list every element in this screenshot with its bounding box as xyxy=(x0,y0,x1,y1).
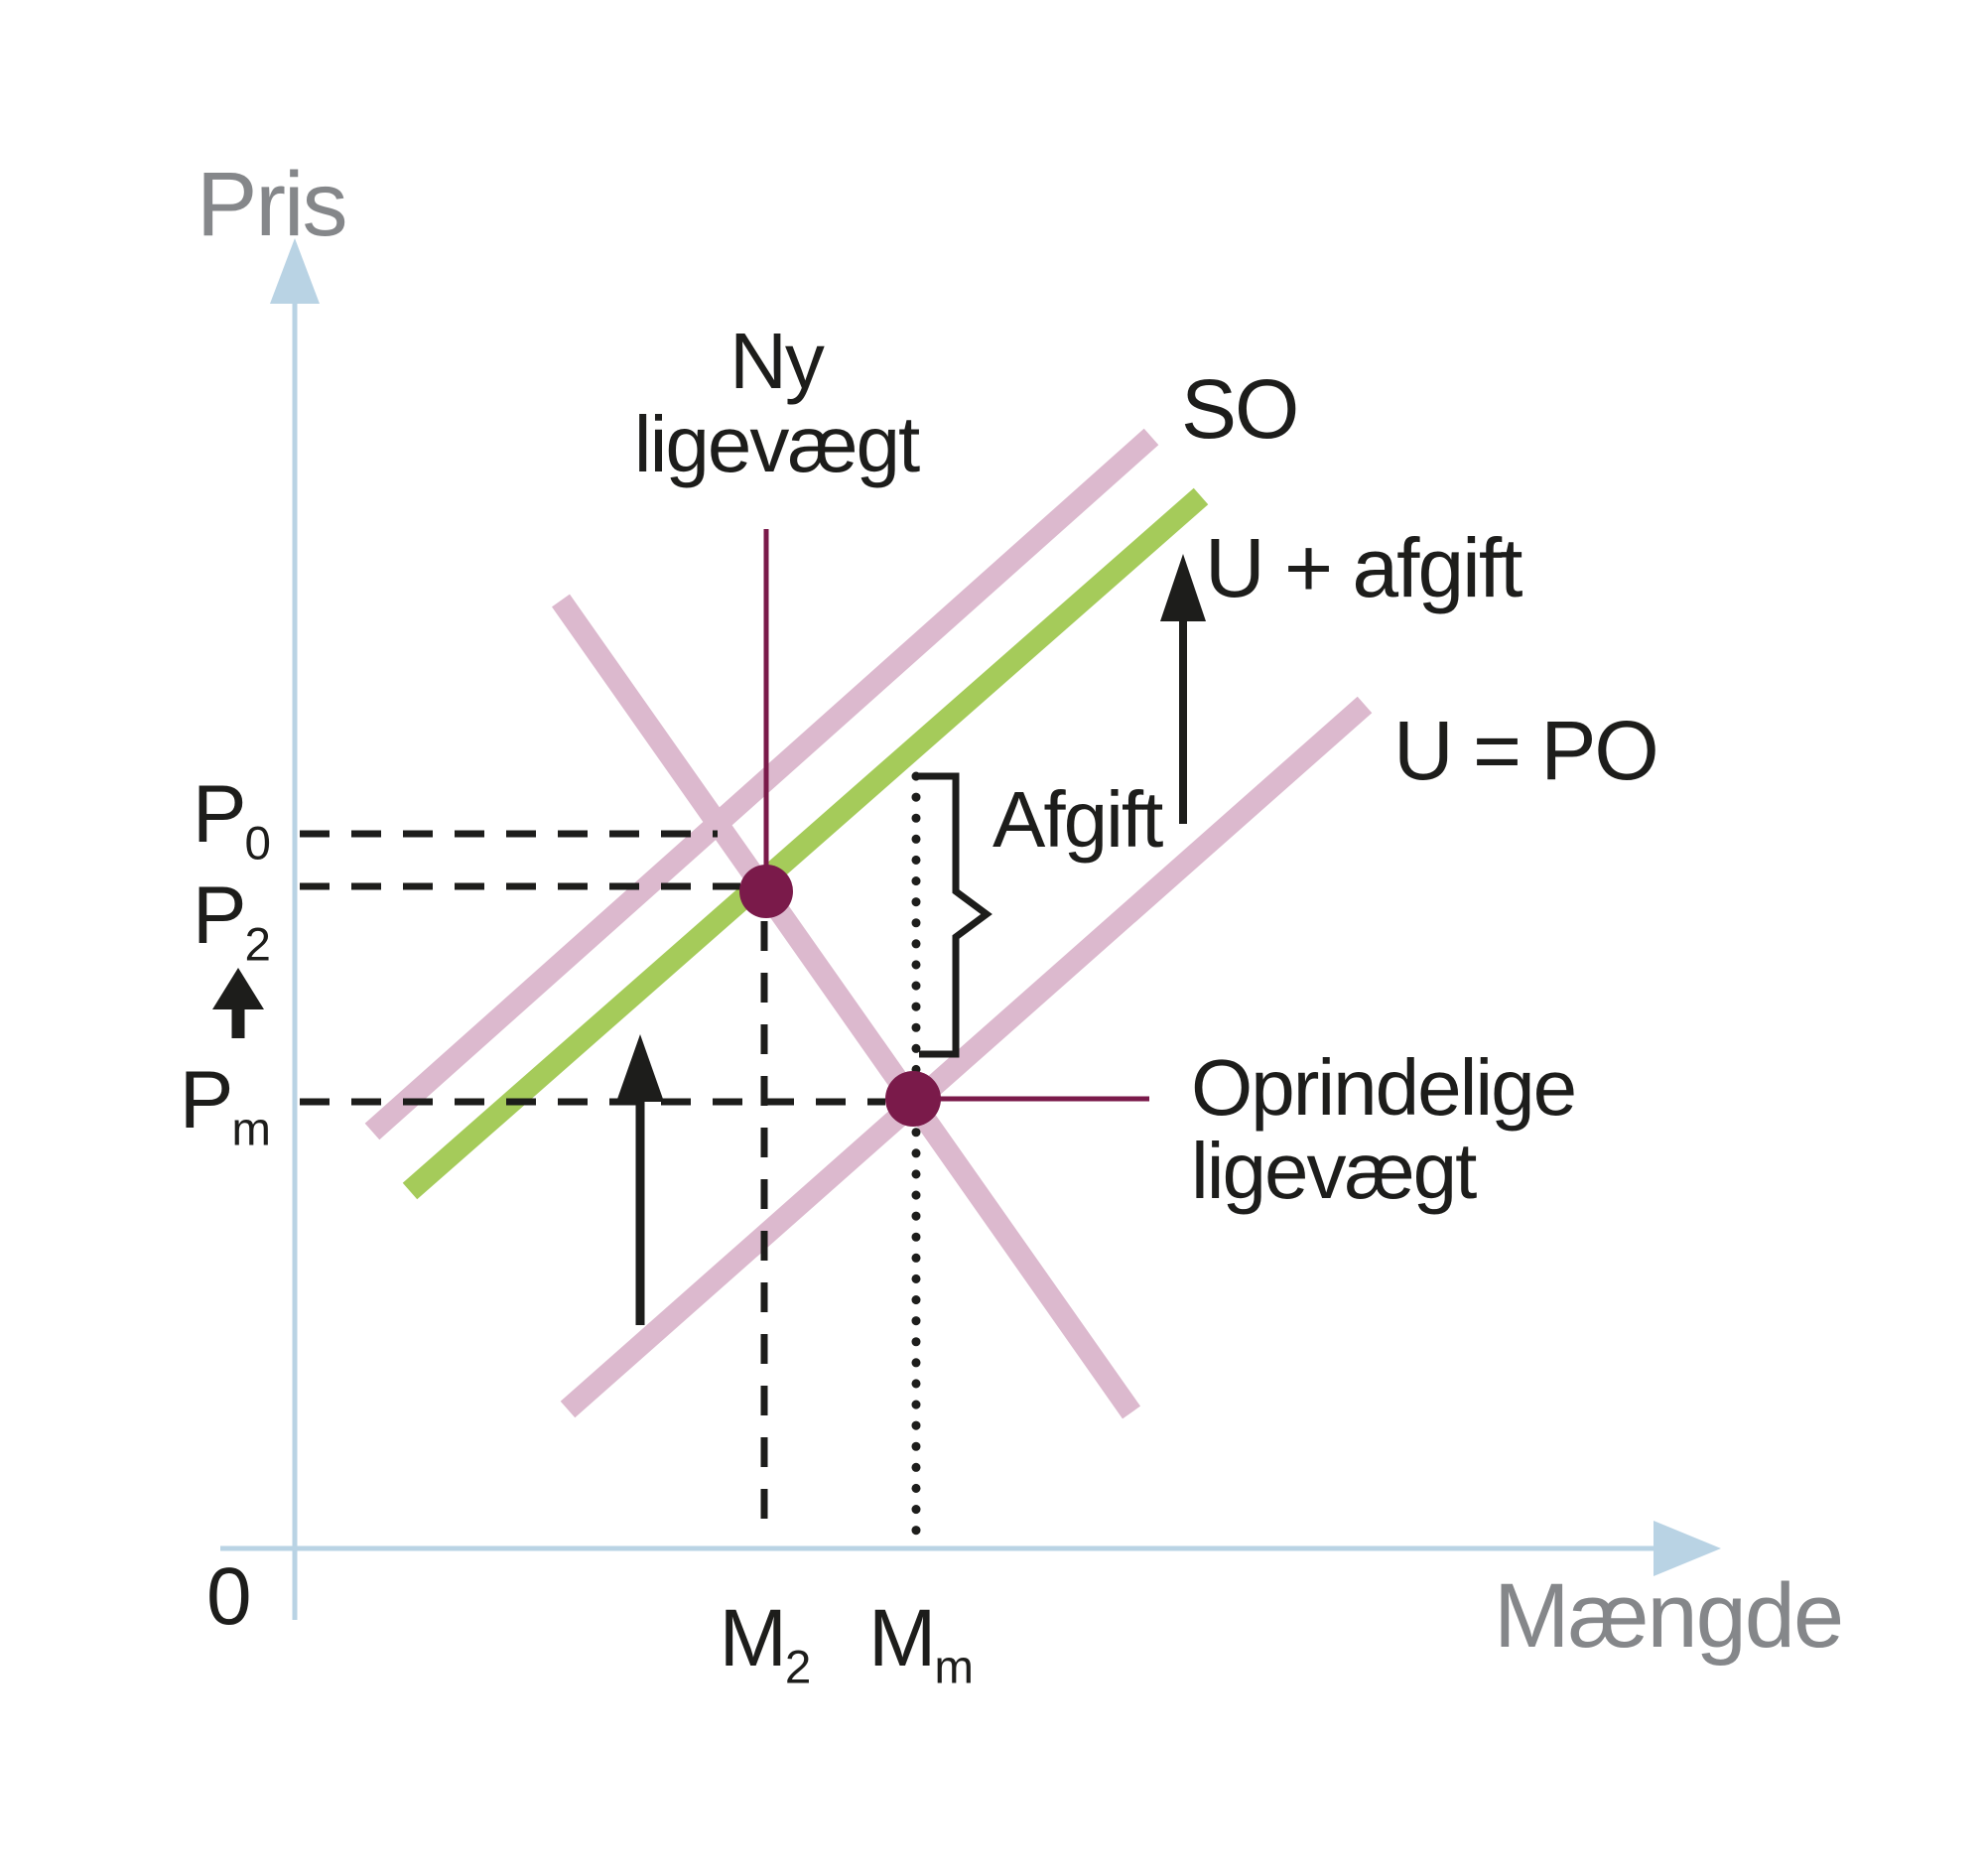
y-axis-label: Pris xyxy=(197,154,347,255)
x-axis-label: Mængde xyxy=(1494,1565,1844,1667)
quantity-tick-m2: M2 xyxy=(693,1593,837,1690)
quantity-tick-m2-base: M xyxy=(719,1593,787,1683)
quantity-tick-mm-sub: m xyxy=(934,1641,974,1694)
quantity-tick-mm: Mm xyxy=(849,1593,992,1690)
new-equilibrium-label-line1: Ny xyxy=(729,317,825,405)
original-equilibrium-label: Oprindelige ligevægt xyxy=(1191,1043,1577,1215)
guide-lines-layer xyxy=(300,771,921,1541)
original-supply-curve xyxy=(560,696,1373,1418)
supply-shift-arrow-head-icon xyxy=(1160,554,1206,621)
price-tick-p0-sub: 0 xyxy=(244,817,271,871)
curves-layer xyxy=(364,428,1373,1419)
price-tick-p2: P2 xyxy=(119,871,271,968)
price-tick-p0: P0 xyxy=(119,769,271,867)
callout-lines-layer xyxy=(763,529,1149,1102)
quantity-shift-arrow-head-icon xyxy=(616,1034,664,1102)
quantity-tick-mm-base: M xyxy=(868,1593,936,1683)
original-equilibrium-point xyxy=(885,1071,941,1127)
arrows-layer xyxy=(212,554,1206,1325)
price-tick-p2-sub: 2 xyxy=(244,918,271,972)
supply-plus-tax-label: U + afgift xyxy=(1205,521,1523,614)
supply-plus-tax-curve xyxy=(402,487,1209,1200)
tax-label: Afgift xyxy=(992,775,1163,864)
new-equilibrium-point xyxy=(739,865,793,918)
x-axis-arrowhead-icon xyxy=(1654,1521,1721,1576)
price-tick-pm: Pm xyxy=(119,1055,271,1152)
tax-brace-icon xyxy=(919,772,992,1058)
so-curve xyxy=(364,428,1159,1140)
price-tick-pm-base: P xyxy=(179,1055,234,1145)
origin-label: 0 xyxy=(206,1551,252,1642)
equilibrium-points-layer xyxy=(739,865,941,1127)
price-tick-pm-sub: m xyxy=(231,1103,271,1156)
quantity-tick-m2-sub: 2 xyxy=(784,1641,811,1694)
y-axis-arrowhead-icon xyxy=(270,238,320,304)
original-equilibrium-label-line1: Oprindelige xyxy=(1191,1043,1577,1132)
original-equilibrium-label-line2: ligevægt xyxy=(1191,1127,1477,1215)
price-tick-p2-base: P xyxy=(192,871,247,961)
price-tick-p0-base: P xyxy=(192,769,247,860)
new-equilibrium-label-line2: ligevægt xyxy=(633,400,920,488)
axes xyxy=(220,238,1721,1620)
so-curve-label: SO xyxy=(1181,362,1299,456)
price-increase-arrow-head-icon xyxy=(212,968,264,1009)
new-equilibrium-label: Ny ligevægt xyxy=(625,320,927,486)
supply-curve-label: U = PO xyxy=(1393,704,1659,797)
demand-curve xyxy=(552,594,1140,1419)
